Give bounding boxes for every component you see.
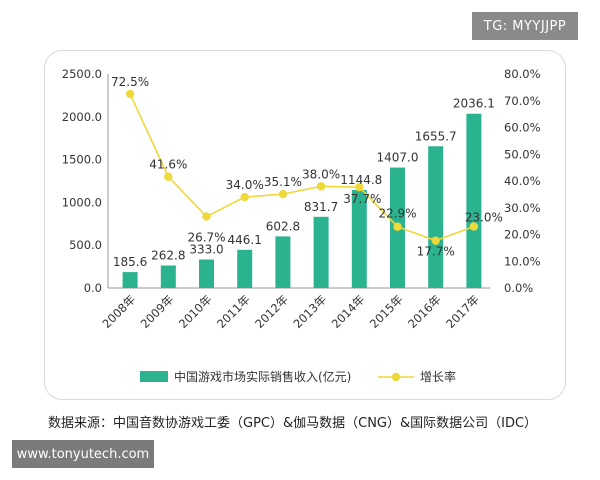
growth-point (125, 89, 135, 99)
y2-tick-label: 60.0% (504, 121, 541, 135)
bar-value-label: 262.8 (151, 249, 185, 263)
y-tick-label: 2500.0 (62, 67, 102, 81)
bar (122, 272, 138, 288)
x-tick-label: 2011年 (214, 292, 253, 331)
y-tick-label: 0.0 (84, 281, 102, 295)
y-tick-label: 1500.0 (62, 153, 102, 167)
growth-value-label: 34.0% (226, 178, 264, 192)
bar-value-label: 1144.8 (340, 173, 382, 187)
growth-point (202, 212, 211, 221)
watermark-top: TG: MYYJJPP (472, 12, 578, 40)
y-tick-label: 1000.0 (62, 195, 102, 209)
y-tick-label: 2000.0 (62, 110, 102, 124)
bar (466, 113, 482, 288)
watermark-bottom: www.tonyutech.com (12, 440, 154, 468)
y2-tick-label: 70.0% (504, 94, 541, 108)
y2-tick-label: 40.0% (504, 174, 541, 188)
y2-tick-label: 10.0% (504, 254, 541, 268)
y-tick-label: 500.0 (69, 238, 102, 252)
legend-bar-label: 中国游戏市场实际销售收入(亿元) (174, 369, 351, 384)
bar-value-label: 446.1 (228, 233, 262, 247)
growth-value-label: 72.5% (111, 75, 149, 89)
growth-value-label: 17.7% (417, 245, 455, 259)
growth-point (393, 222, 402, 231)
x-tick-label: 2013年 (290, 292, 329, 331)
growth-value-label: 35.1% (264, 175, 302, 189)
bar-value-label: 185.6 (113, 255, 147, 269)
growth-value-label: 22.9% (378, 207, 416, 221)
bar (428, 146, 444, 288)
bar (275, 236, 291, 288)
x-tick-label: 2009年 (138, 292, 177, 331)
growth-line (129, 93, 475, 242)
growth-value-label: 26.7% (187, 231, 225, 245)
bar-value-label: 602.8 (266, 219, 300, 233)
bar-value-label: 831.7 (304, 200, 338, 214)
legend-line-label: 增长率 (420, 369, 456, 384)
growth-value-label: 38.0% (302, 167, 340, 181)
legend-line-marker (391, 372, 401, 382)
y2-tick-label: 80.0% (504, 67, 541, 81)
legend-bar-swatch (140, 371, 168, 382)
x-tick-label: 2010年 (176, 292, 215, 331)
data-source: 数据来源：中国音数协游戏工委（GPC）&伽马数据（CNG）&国际数据公司（IDC… (48, 416, 538, 431)
x-tick-label: 2008年 (99, 292, 138, 331)
growth-value-label: 37.7% (343, 192, 381, 206)
growth-point (240, 192, 249, 202)
bar (313, 216, 329, 288)
y2-tick-label: 50.0% (504, 147, 541, 161)
growth-point (469, 222, 479, 231)
bar (237, 249, 253, 288)
x-tick-label: 2012年 (252, 292, 291, 331)
growth-value-label: 23.0% (465, 210, 503, 224)
y2-tick-label: 0.0% (504, 281, 533, 295)
bar (351, 190, 367, 288)
growth-point (355, 182, 364, 192)
x-tick-label: 2016年 (405, 292, 444, 331)
bar-value-label: 333.0 (189, 242, 223, 256)
growth-point (316, 182, 326, 191)
growth-point (431, 236, 440, 245)
bar-value-label: 1407.0 (377, 151, 419, 165)
y2-tick-label: 20.0% (504, 228, 541, 242)
y2-tick-label: 30.0% (504, 201, 541, 215)
x-tick-label: 2015年 (367, 292, 406, 331)
x-tick-label: 2017年 (443, 292, 482, 331)
bar-value-label: 2036.1 (453, 97, 495, 111)
bar (199, 259, 214, 288)
bar-value-label: 1655.7 (415, 129, 457, 143)
x-tick-label: 2014年 (329, 292, 368, 331)
bar (160, 265, 176, 288)
growth-value-label: 41.6% (149, 158, 187, 172)
growth-point (278, 189, 288, 199)
growth-point (164, 172, 173, 181)
